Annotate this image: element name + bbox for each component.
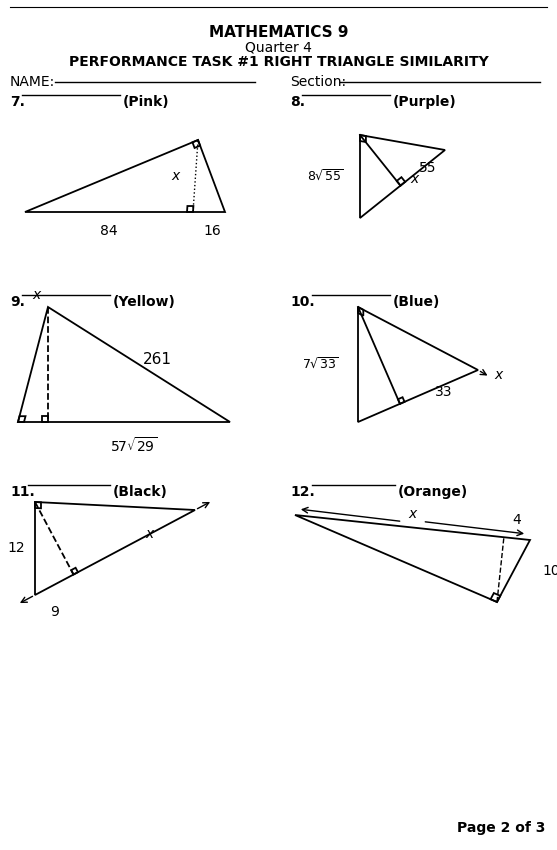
Text: 4: 4 [512, 513, 521, 527]
Text: 9: 9 [50, 605, 58, 619]
Text: MATHEMATICS 9: MATHEMATICS 9 [209, 25, 348, 40]
Text: 10.: 10. [290, 295, 315, 309]
Text: 84: 84 [100, 224, 118, 238]
Text: $8\sqrt{55}$: $8\sqrt{55}$ [306, 169, 344, 184]
Text: x: x [408, 507, 417, 520]
Text: x: x [145, 527, 153, 541]
Text: 261: 261 [143, 352, 172, 367]
Text: (Purple): (Purple) [393, 95, 457, 109]
Text: Page 2 of 3: Page 2 of 3 [457, 821, 545, 835]
Text: Section:: Section: [290, 75, 346, 89]
Text: 12.: 12. [290, 485, 315, 499]
Text: $57\sqrt{29}$: $57\sqrt{29}$ [110, 436, 158, 455]
Text: 11.: 11. [10, 485, 35, 499]
Text: PERFORMANCE TASK #1 RIGHT TRIANGLE SIMILARITY: PERFORMANCE TASK #1 RIGHT TRIANGLE SIMIL… [69, 55, 488, 69]
Text: (Yellow): (Yellow) [113, 295, 176, 309]
Text: 8.: 8. [290, 95, 305, 109]
Text: 55: 55 [419, 161, 437, 175]
Text: NAME:: NAME: [10, 75, 55, 89]
Text: (Black): (Black) [113, 485, 168, 499]
Text: (Pink): (Pink) [123, 95, 170, 109]
Text: x: x [494, 368, 502, 382]
Text: Quarter 4: Quarter 4 [245, 40, 312, 54]
Text: (Orange): (Orange) [398, 485, 468, 499]
Text: 12: 12 [7, 541, 25, 556]
Text: 10: 10 [542, 564, 557, 578]
Text: 9.: 9. [10, 295, 25, 309]
Text: (Blue): (Blue) [393, 295, 441, 309]
Text: x: x [411, 172, 419, 185]
Text: 16: 16 [203, 224, 221, 238]
Text: x: x [32, 288, 40, 302]
Text: 7.: 7. [10, 95, 25, 109]
Text: $7\sqrt{33}$: $7\sqrt{33}$ [301, 357, 339, 372]
Text: 33: 33 [435, 385, 453, 399]
Text: x: x [171, 169, 179, 183]
